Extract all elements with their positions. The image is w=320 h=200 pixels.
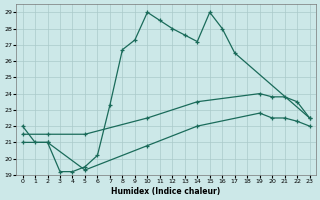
X-axis label: Humidex (Indice chaleur): Humidex (Indice chaleur)	[111, 187, 221, 196]
